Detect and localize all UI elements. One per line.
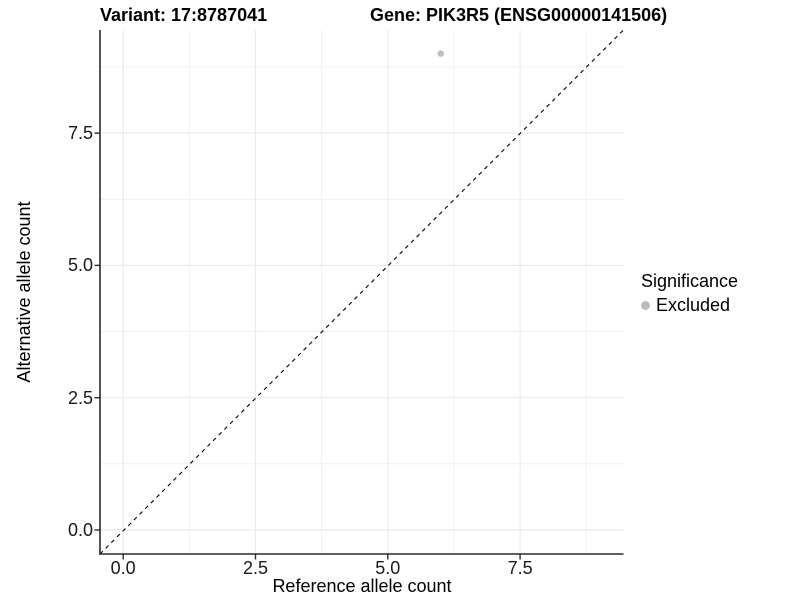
x-tick-label: 5.0 — [375, 558, 401, 578]
y-tick-label: 0.0 — [67, 520, 93, 540]
x-axis-title: Reference allele count — [272, 576, 452, 596]
y-tick-label: 7.5 — [67, 123, 93, 144]
grid-major — [100, 30, 624, 554]
identity-line — [99, 29, 624, 555]
y-tick-label: 2.5 — [67, 387, 93, 408]
axis-ticks — [94, 132, 521, 560]
y-tick-label: 5.0 — [67, 255, 93, 276]
y-axis-title: Alternative allele count — [14, 201, 34, 383]
data-point-excluded — [437, 50, 445, 57]
grid-minor — [100, 30, 624, 554]
legend: Significance Excluded — [641, 270, 796, 316]
plot-title-gene: Gene: PIK3R5 (ENSG00000141506) — [370, 5, 668, 25]
legend-point-icon — [641, 300, 650, 310]
x-tick-label: 2.5 — [242, 558, 269, 578]
x-tick-label: 7.5 — [507, 558, 533, 578]
legend-item-excluded: Excluded — [641, 294, 796, 316]
axis-lines — [99, 30, 624, 555]
legend-item-label: Excluded — [656, 295, 731, 315]
legend-title: Significance — [641, 271, 739, 291]
x-tick-label: 0.0 — [110, 558, 136, 578]
plot-title-variant: Variant: 17:8787041 — [100, 5, 268, 25]
